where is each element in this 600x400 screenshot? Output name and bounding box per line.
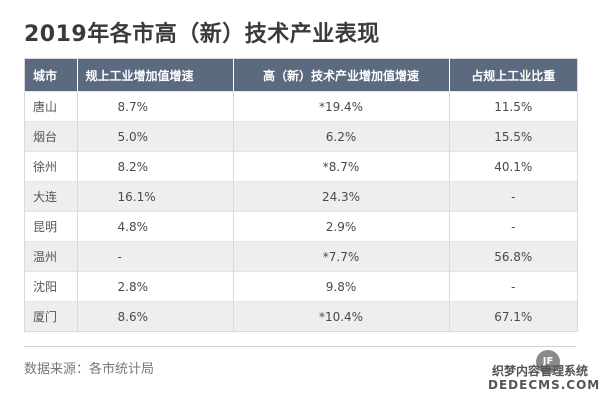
cell-share: 56.8%	[449, 241, 577, 272]
cell-industrial-growth: 8.2%	[77, 151, 234, 182]
cell-industrial-growth: 8.7%	[77, 91, 234, 122]
watermark-logo: JF	[536, 350, 560, 374]
cell-hitech-growth: *19.4%	[233, 91, 450, 122]
cell-industrial-growth: 5.0%	[77, 121, 234, 152]
cell-industrial-growth: 8.6%	[77, 301, 234, 331]
cell-city: 唐山	[25, 91, 78, 122]
cell-city: 昆明	[25, 211, 78, 242]
cell-hitech-growth: *10.4%	[233, 301, 450, 331]
cell-share: 15.5%	[449, 121, 577, 152]
table-row: 厦门 8.6% *10.4% 67.1%	[25, 301, 577, 331]
cell-city: 厦门	[25, 301, 78, 331]
cell-city: 烟台	[25, 121, 78, 152]
cell-share: 67.1%	[449, 301, 577, 331]
table-row: 徐州 8.2% *8.7% 40.1%	[25, 151, 577, 182]
cell-share: -	[449, 211, 577, 242]
cell-industrial-growth: 16.1%	[77, 181, 234, 212]
data-source-note: 数据来源：各市统计局	[24, 362, 155, 377]
cell-industrial-growth: 4.8%	[77, 211, 234, 242]
cell-city: 徐州	[25, 151, 78, 182]
table-row: 温州 - *7.7% 56.8%	[25, 241, 577, 272]
cell-hitech-growth: 2.9%	[233, 211, 450, 242]
table-row: 昆明 4.8% 2.9% -	[25, 211, 577, 242]
table-row: 沈阳 2.8% 9.8% -	[25, 271, 577, 302]
header-hitech-growth: 高（新）技术产业增加值增速	[233, 59, 450, 92]
divider	[24, 346, 576, 347]
data-table: 城市 规上工业增加值增速 高（新）技术产业增加值增速 占规上工业比重 唐山 8.…	[24, 58, 578, 332]
watermark-text: 织梦内容管理系统	[492, 364, 589, 378]
cell-industrial-growth: 2.8%	[77, 271, 234, 302]
cell-hitech-growth: 24.3%	[233, 181, 450, 212]
table-header-row: 城市 规上工业增加值增速 高（新）技术产业增加值增速 占规上工业比重	[25, 59, 577, 92]
cell-hitech-growth: 6.2%	[233, 121, 450, 152]
cell-city: 温州	[25, 241, 78, 272]
watermark-url: DEDECMS.COM	[488, 378, 600, 392]
cell-share: -	[449, 271, 577, 302]
cell-hitech-growth: *7.7%	[233, 241, 450, 272]
cell-hitech-growth: 9.8%	[233, 271, 450, 302]
header-share: 占规上工业比重	[449, 59, 577, 92]
cell-share: -	[449, 181, 577, 212]
cell-share: 40.1%	[449, 151, 577, 182]
cell-hitech-growth: *8.7%	[233, 151, 450, 182]
header-industrial-growth: 规上工业增加值增速	[77, 59, 234, 92]
cell-share: 11.5%	[449, 91, 577, 122]
cell-industrial-growth: -	[77, 241, 234, 272]
page-title: 2019年各市高（新）技术产业表现	[24, 22, 380, 47]
table-row: 大连 16.1% 24.3% -	[25, 181, 577, 212]
cell-city: 大连	[25, 181, 78, 212]
table-row: 烟台 5.0% 6.2% 15.5%	[25, 121, 577, 152]
cell-city: 沈阳	[25, 271, 78, 302]
header-city: 城市	[25, 59, 78, 92]
table-row: 唐山 8.7% *19.4% 11.5%	[25, 91, 577, 122]
